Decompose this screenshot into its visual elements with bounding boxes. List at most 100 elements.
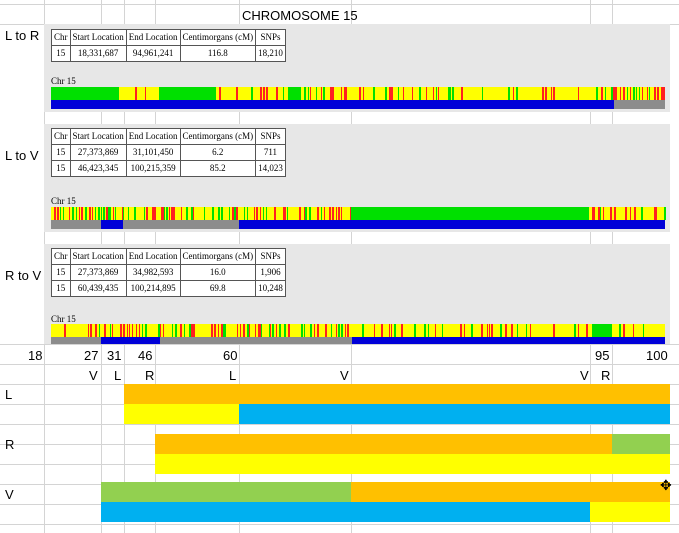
strip-segment [135,87,137,100]
strip-segment [330,87,332,100]
strip-segment [103,207,105,220]
col-header-snps: SNPs [255,248,286,265]
match-bar-rv-blue-1 [101,337,160,344]
cell-snps: 18,210 [255,45,286,62]
strip-segment [159,87,216,100]
nomatch-bar-lv-grey-1 [51,220,101,229]
strip-segment [505,324,507,337]
strip-segment [175,324,177,337]
strip-segment [258,324,259,337]
strip-segment [212,207,214,220]
scale-number-31[interactable]: 31 [107,348,122,363]
strip-segment [244,207,245,220]
comparison-label-lv[interactable]: L to V [5,148,39,163]
strip-segment [249,324,250,337]
col-header-cm: Centimorgans (cM) [179,29,257,46]
strip-segment [448,87,449,100]
strip-segment [261,324,262,337]
strip-segment [270,324,271,337]
strip-segment [414,324,416,337]
person-label-v[interactable]: V [5,487,14,502]
strip-segment [428,324,429,337]
scale-number-60[interactable]: 60 [223,348,238,363]
marker-l[interactable]: L [229,368,237,383]
segment-table-rv[interactable]: Chr Start Location End Location Centimor… [51,248,286,297]
strip-segment [69,207,70,220]
strip-segment [630,87,631,100]
scale-number-18[interactable]: 18 [28,348,43,363]
scale-number-95[interactable]: 95 [595,348,610,363]
strip-segment [329,207,331,220]
strip-segment [299,207,301,220]
person-v-copy2-cyan[interactable] [101,502,590,522]
marker-r[interactable]: R [145,368,155,383]
scale-number-46[interactable]: 46 [138,348,153,363]
strip-segment [108,207,109,220]
marker-r[interactable]: R [601,368,611,383]
strip-segment [336,207,337,220]
strip-segment [611,87,613,100]
person-r-copy2-yellow[interactable] [155,454,670,474]
strip-segment [284,324,286,337]
marker-l[interactable]: L [114,368,122,383]
person-l-copy2-yellow[interactable] [124,404,239,424]
chr-label-rv: Chr 15 [51,314,76,324]
comparison-label-rv[interactable]: R to V [5,268,42,283]
person-v-copy1-orange[interactable] [351,482,670,502]
strip-segment [60,207,61,220]
strip-segment [63,207,64,220]
sheet-title[interactable]: CHROMOSOME 15 [242,8,358,23]
strip-segment [310,324,312,337]
person-r-copy1-orange[interactable] [155,434,612,454]
strip-segment [95,207,96,220]
strip-segment [186,207,188,220]
strip-segment [426,87,427,100]
marker-v[interactable]: V [89,368,98,383]
strip-segment [578,87,579,100]
person-v-copy1-green[interactable] [101,482,351,502]
strip-segment [154,207,156,220]
strip-segment [160,324,161,337]
strip-segment [359,87,361,100]
segment-table-lr[interactable]: Chr Start Location End Location Centimor… [51,29,286,62]
col-header-snps: SNPs [255,128,286,145]
scale-number-100[interactable]: 100 [646,348,668,363]
person-v-copy2-yellow[interactable] [590,502,670,522]
person-label-l[interactable]: L [5,387,13,402]
strip-segment [145,87,146,100]
segment-table-lv[interactable]: Chr Start Location End Location Centimor… [51,128,286,177]
strip-segment [254,207,255,220]
person-r-copy1-green[interactable] [612,434,670,454]
scale-number-27[interactable]: 27 [84,348,99,363]
strip-segment [266,87,268,100]
strip-segment [106,207,108,220]
person-l-copy1-orange[interactable] [124,384,670,404]
cell-end: 94,961,241 [125,45,181,62]
strip-segment [323,87,325,100]
strip-segment [54,207,56,220]
strip-segment [341,207,342,220]
marker-v[interactable]: V [580,368,589,383]
chr-label-lr: Chr 15 [51,76,76,86]
match-bar-rv-blue-2 [352,337,665,344]
strip-segment [594,207,595,220]
grid-row-line [0,364,679,365]
strip-segment [603,207,604,220]
marker-v[interactable]: V [340,368,349,383]
comparison-label-lr[interactable]: L to R [5,28,40,43]
strip-segment [636,87,637,100]
strip-segment [162,207,163,220]
strip-segment [287,207,288,220]
col-header-snps: SNPs [255,29,286,46]
person-label-r[interactable]: R [5,437,15,452]
strip-segment [317,324,319,337]
cell-chr: 15 [51,280,71,297]
strip-segment [305,207,306,220]
cell-cm: 16.0 [179,264,257,281]
person-l-copy2-cyan[interactable] [239,404,670,424]
strip-segment [161,207,162,220]
strip-segment [243,324,245,337]
strip-segment [341,87,342,100]
match-strip-lr [51,87,665,100]
